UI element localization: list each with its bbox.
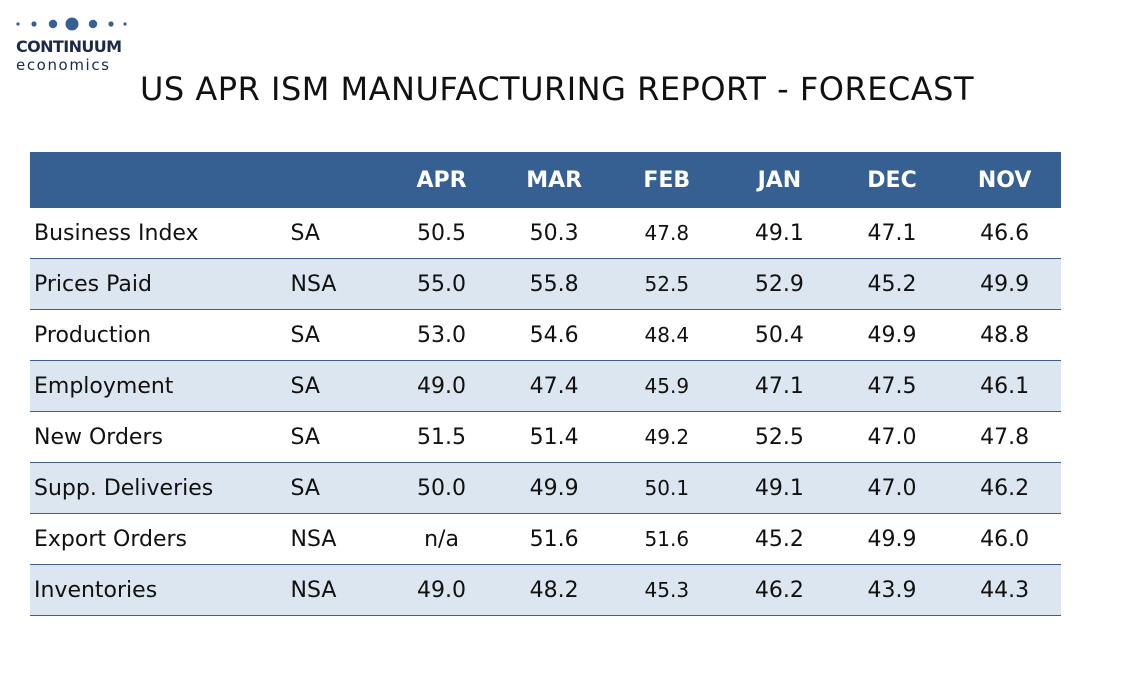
column-header-dec: DEC: [835, 152, 949, 208]
column-header-apr: APR: [385, 152, 498, 208]
cell-nov: 47.8: [948, 411, 1061, 463]
cell-nov: 44.3: [948, 564, 1061, 616]
row-adjustment: SA: [290, 360, 386, 412]
cell-mar: 51.4: [497, 411, 611, 463]
column-header-feb: FEB: [610, 152, 724, 208]
cell-dec: 47.5: [835, 360, 949, 412]
cell-feb: 50.1: [610, 462, 724, 514]
cell-apr: 55.0: [385, 258, 498, 310]
cell-jan: 52.9: [723, 258, 836, 310]
row-adjustment: SA: [290, 462, 386, 514]
cell-nov: 46.2: [948, 462, 1061, 514]
cell-dec: 45.2: [835, 258, 949, 310]
cell-feb: 47.8: [610, 208, 724, 259]
cell-jan: 50.4: [723, 309, 836, 361]
row-adjustment: NSA: [290, 513, 386, 565]
cell-apr: 50.0: [385, 462, 498, 514]
cell-feb: 52.5: [610, 258, 724, 310]
row-adjustment: SA: [290, 411, 386, 463]
cell-jan: 49.1: [723, 462, 836, 514]
ism-forecast-table: APR MAR FEB JAN DEC NOV Business Index S…: [30, 152, 1061, 616]
column-header-jan: JAN: [723, 152, 836, 208]
cell-mar: 54.6: [497, 309, 611, 361]
cell-mar: 48.2: [497, 564, 611, 616]
row-label: Prices Paid: [30, 258, 291, 310]
row-label: Inventories: [30, 564, 291, 616]
cell-feb: 51.6: [610, 513, 724, 565]
cell-apr: 49.0: [385, 360, 498, 412]
cell-nov: 46.1: [948, 360, 1061, 412]
row-adjustment: NSA: [290, 564, 386, 616]
cell-feb: 49.2: [610, 411, 724, 463]
cell-jan: 47.1: [723, 360, 836, 412]
page-title: US APR ISM MANUFACTURING REPORT - FORECA…: [140, 70, 974, 108]
table-row: Employment SA 49.0 47.4 45.9 47.1 47.5 4…: [30, 360, 1061, 412]
row-label: Production: [30, 309, 291, 361]
cell-mar: 55.8: [497, 258, 611, 310]
brand-name: CONTINUUM: [16, 37, 122, 56]
row-adjustment: SA: [290, 208, 386, 259]
cell-jan: 52.5: [723, 411, 836, 463]
table-row: Export Orders NSA n/a 51.6 51.6 45.2 49.…: [30, 513, 1061, 565]
brand-subname: economics: [16, 56, 111, 74]
cell-feb: 45.3: [610, 564, 724, 616]
cell-mar: 49.9: [497, 462, 611, 514]
column-header-adjustment: [290, 152, 386, 208]
cell-dec: 47.0: [835, 462, 949, 514]
cell-apr: 49.0: [385, 564, 498, 616]
row-label: New Orders: [30, 411, 291, 463]
row-label: Export Orders: [30, 513, 291, 565]
cell-nov: 48.8: [948, 309, 1061, 361]
cell-jan: 45.2: [723, 513, 836, 565]
cell-mar: 47.4: [497, 360, 611, 412]
column-header-mar: MAR: [497, 152, 611, 208]
row-adjustment: SA: [290, 309, 386, 361]
cell-feb: 45.9: [610, 360, 724, 412]
cell-dec: 43.9: [835, 564, 949, 616]
column-header-nov: NOV: [948, 152, 1061, 208]
table-row: New Orders SA 51.5 51.4 49.2 52.5 47.0 4…: [30, 411, 1061, 463]
row-label: Supp. Deliveries: [30, 462, 291, 514]
brand-logo: CONTINUUM economics: [14, 14, 144, 74]
row-label: Business Index: [30, 208, 291, 259]
table-row: Business Index SA 50.5 50.3 47.8 49.1 47…: [30, 208, 1061, 259]
cell-apr: 53.0: [385, 309, 498, 361]
row-adjustment: NSA: [290, 258, 386, 310]
cell-dec: 49.9: [835, 513, 949, 565]
cell-nov: 46.0: [948, 513, 1061, 565]
table-row: Inventories NSA 49.0 48.2 45.3 46.2 43.9…: [30, 564, 1061, 616]
row-label: Employment: [30, 360, 291, 412]
cell-apr: n/a: [385, 513, 498, 565]
table-header-row: APR MAR FEB JAN DEC NOV: [30, 152, 1061, 208]
cell-jan: 46.2: [723, 564, 836, 616]
cell-apr: 51.5: [385, 411, 498, 463]
cell-dec: 47.0: [835, 411, 949, 463]
table-row: Supp. Deliveries SA 50.0 49.9 50.1 49.1 …: [30, 462, 1061, 514]
cell-feb: 48.4: [610, 309, 724, 361]
cell-nov: 46.6: [948, 208, 1061, 259]
cell-jan: 49.1: [723, 208, 836, 259]
cell-mar: 50.3: [497, 208, 611, 259]
logo-dots-icon: [16, 17, 127, 31]
cell-mar: 51.6: [497, 513, 611, 565]
cell-nov: 49.9: [948, 258, 1061, 310]
table-row: Prices Paid NSA 55.0 55.8 52.5 52.9 45.2…: [30, 258, 1061, 310]
column-header-label: [30, 152, 291, 208]
cell-dec: 47.1: [835, 208, 949, 259]
table-row: Production SA 53.0 54.6 48.4 50.4 49.9 4…: [30, 309, 1061, 361]
cell-dec: 49.9: [835, 309, 949, 361]
cell-apr: 50.5: [385, 208, 498, 259]
